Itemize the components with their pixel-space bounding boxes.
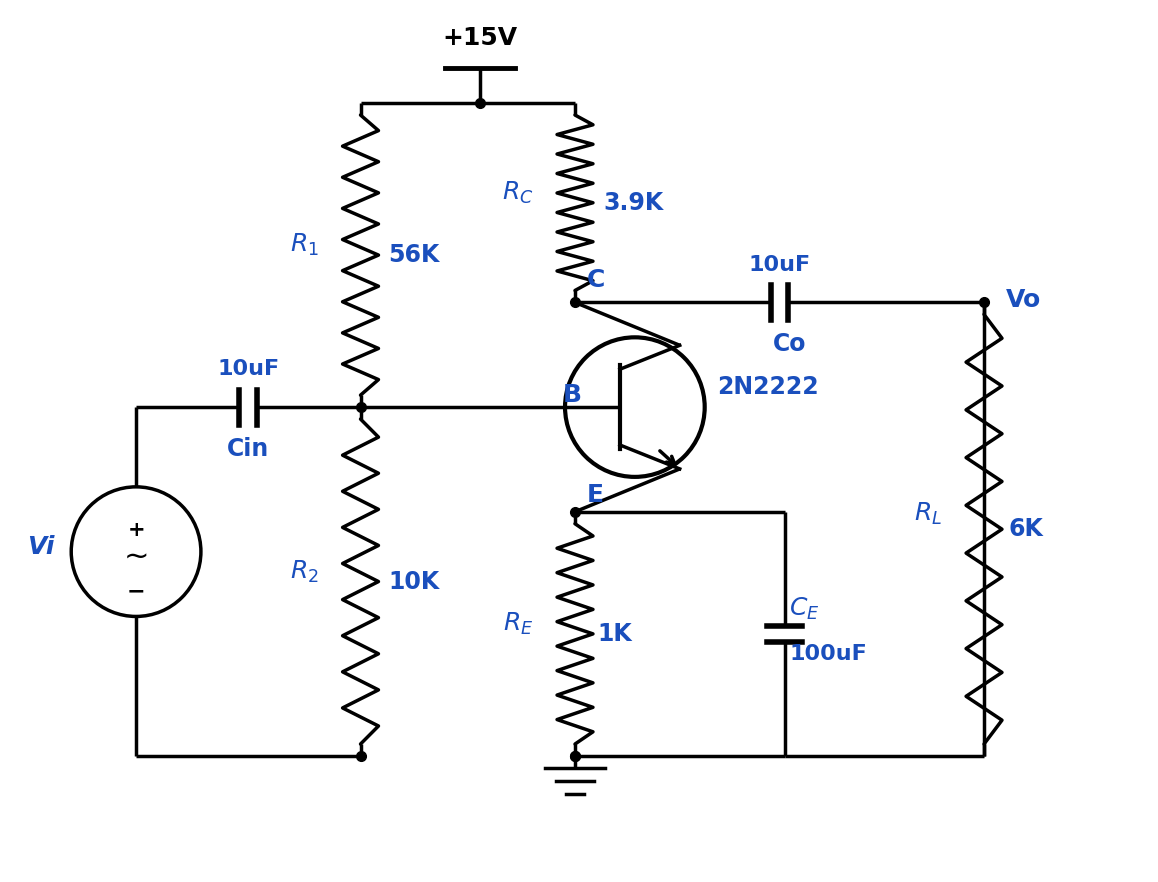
Text: Cin: Cin	[227, 437, 270, 461]
Text: $R_1$: $R_1$	[290, 232, 318, 258]
Text: 6K: 6K	[1009, 517, 1043, 542]
Text: 10K: 10K	[388, 570, 440, 594]
Text: 100uF: 100uF	[790, 644, 867, 664]
Text: +15V: +15V	[442, 26, 518, 50]
Text: $R_E$: $R_E$	[503, 611, 533, 637]
Text: Vi: Vi	[28, 534, 56, 558]
Text: C: C	[587, 268, 606, 293]
Text: $R_L$: $R_L$	[914, 501, 943, 527]
Text: Vo: Vo	[1006, 288, 1041, 312]
Text: ~: ~	[123, 542, 149, 572]
Text: Co: Co	[772, 333, 806, 356]
Text: $R_2$: $R_2$	[290, 558, 318, 585]
Text: E: E	[587, 482, 604, 507]
Text: 56K: 56K	[388, 243, 440, 267]
Text: $R_C$: $R_C$	[501, 180, 533, 206]
Text: −: −	[126, 581, 146, 602]
Text: 3.9K: 3.9K	[603, 191, 664, 214]
Text: 10uF: 10uF	[748, 255, 811, 274]
Text: 1K: 1K	[598, 622, 632, 646]
Text: B: B	[563, 383, 582, 407]
Text: $C_E$: $C_E$	[790, 596, 820, 622]
Text: 2N2222: 2N2222	[717, 375, 819, 400]
Text: +: +	[127, 519, 145, 540]
Text: 10uF: 10uF	[218, 359, 279, 379]
